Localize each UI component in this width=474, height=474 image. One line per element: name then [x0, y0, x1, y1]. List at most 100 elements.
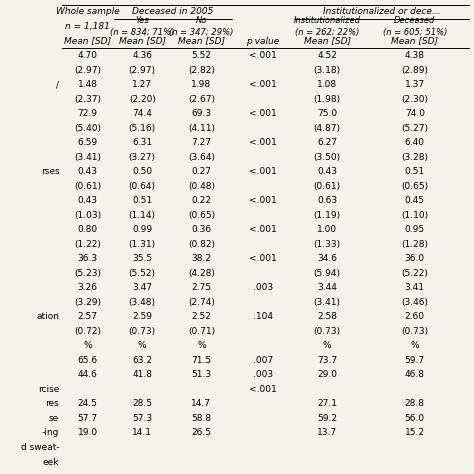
Text: 35.5: 35.5 [132, 254, 152, 263]
Text: 6.59: 6.59 [78, 138, 98, 147]
Text: (5.94): (5.94) [314, 269, 340, 278]
Text: <.001: <.001 [249, 138, 277, 147]
Text: (1.28): (1.28) [401, 240, 428, 249]
Text: 0.63: 0.63 [317, 196, 337, 205]
Text: (3.50): (3.50) [313, 153, 341, 162]
Text: (2.67): (2.67) [188, 95, 215, 104]
Text: <.001: <.001 [249, 385, 277, 394]
Text: (4.87): (4.87) [314, 124, 340, 133]
Text: 0.99: 0.99 [132, 225, 152, 234]
Text: 29.0: 29.0 [317, 370, 337, 379]
Text: res: res [46, 400, 59, 409]
Text: %: % [138, 341, 146, 350]
Text: 0.50: 0.50 [132, 167, 152, 176]
Text: (0.61): (0.61) [74, 182, 101, 191]
Text: (3.41): (3.41) [314, 298, 340, 307]
Text: 74.4: 74.4 [132, 109, 152, 118]
Text: 3.26: 3.26 [78, 283, 98, 292]
Text: (3.28): (3.28) [401, 153, 428, 162]
Text: .007: .007 [253, 356, 273, 365]
Text: 3.41: 3.41 [405, 283, 425, 292]
Text: 44.6: 44.6 [78, 370, 98, 379]
Text: (0.73): (0.73) [128, 327, 156, 336]
Text: (5.16): (5.16) [128, 124, 156, 133]
Text: (3.46): (3.46) [401, 298, 428, 307]
Text: 0.43: 0.43 [78, 167, 98, 176]
Text: 26.5: 26.5 [191, 428, 211, 438]
Text: 0.51: 0.51 [405, 167, 425, 176]
Text: (2.89): (2.89) [401, 65, 428, 74]
Text: n = 1,181: n = 1,181 [65, 22, 110, 31]
Text: Mean [SD]: Mean [SD] [178, 36, 225, 46]
Text: 28.8: 28.8 [405, 400, 425, 409]
Text: rses: rses [41, 167, 59, 176]
Text: 14.1: 14.1 [132, 428, 152, 438]
Text: <.001: <.001 [249, 167, 277, 176]
Text: (2.30): (2.30) [401, 95, 428, 104]
Text: Mean [SD]: Mean [SD] [303, 36, 351, 46]
Text: (1.33): (1.33) [313, 240, 341, 249]
Text: -ing: -ing [42, 428, 59, 438]
Text: 28.5: 28.5 [132, 400, 152, 409]
Text: (4.11): (4.11) [188, 124, 215, 133]
Text: 71.5: 71.5 [191, 356, 211, 365]
Text: (0.72): (0.72) [74, 327, 101, 336]
Text: (0.73): (0.73) [313, 327, 341, 336]
Text: 4.38: 4.38 [405, 51, 425, 60]
Text: 56.0: 56.0 [405, 414, 425, 423]
Text: 0.51: 0.51 [132, 196, 152, 205]
Text: (0.82): (0.82) [188, 240, 215, 249]
Text: (2.97): (2.97) [129, 65, 155, 74]
Text: d sweat-: d sweat- [21, 443, 59, 452]
Text: No
(n = 347; 29%): No (n = 347; 29%) [169, 17, 234, 36]
Text: eek: eek [43, 457, 59, 466]
Text: Mean [SD]: Mean [SD] [64, 36, 111, 46]
Text: 0.80: 0.80 [78, 225, 98, 234]
Text: 0.22: 0.22 [191, 196, 211, 205]
Text: 1.00: 1.00 [317, 225, 337, 234]
Text: 1.08: 1.08 [317, 80, 337, 89]
Text: (5.52): (5.52) [129, 269, 155, 278]
Text: (0.48): (0.48) [188, 182, 215, 191]
Text: (5.27): (5.27) [401, 124, 428, 133]
Text: (1.14): (1.14) [129, 211, 155, 220]
Text: 2.60: 2.60 [405, 312, 425, 321]
Text: 2.75: 2.75 [191, 283, 211, 292]
Text: (0.64): (0.64) [129, 182, 155, 191]
Text: <.001: <.001 [249, 196, 277, 205]
Text: (3.64): (3.64) [188, 153, 215, 162]
Text: (5.40): (5.40) [74, 124, 101, 133]
Text: (1.98): (1.98) [313, 95, 341, 104]
Text: 72.9: 72.9 [78, 109, 98, 118]
Text: (0.71): (0.71) [188, 327, 215, 336]
Text: 41.8: 41.8 [132, 370, 152, 379]
Text: Whole sample: Whole sample [56, 8, 119, 17]
Text: (2.82): (2.82) [188, 65, 215, 74]
Text: %: % [197, 341, 206, 350]
Text: (2.20): (2.20) [129, 95, 155, 104]
Text: 3.44: 3.44 [317, 283, 337, 292]
Text: 0.43: 0.43 [317, 167, 337, 176]
Text: 69.3: 69.3 [191, 109, 211, 118]
Text: <.001: <.001 [249, 80, 277, 89]
Text: 1.98: 1.98 [191, 80, 211, 89]
Text: 0.43: 0.43 [78, 196, 98, 205]
Text: Deceased in 2005: Deceased in 2005 [132, 8, 214, 17]
Text: 2.52: 2.52 [191, 312, 211, 321]
Text: %: % [323, 341, 331, 350]
Text: 38.2: 38.2 [191, 254, 211, 263]
Text: 0.95: 0.95 [405, 225, 425, 234]
Text: 6.27: 6.27 [317, 138, 337, 147]
Text: <.001: <.001 [249, 254, 277, 263]
Text: (2.97): (2.97) [74, 65, 101, 74]
Text: (1.10): (1.10) [401, 211, 428, 220]
Text: (1.03): (1.03) [74, 211, 101, 220]
Text: (2.37): (2.37) [74, 95, 101, 104]
Text: 0.45: 0.45 [405, 196, 425, 205]
Text: 1.48: 1.48 [78, 80, 98, 89]
Text: (3.29): (3.29) [74, 298, 101, 307]
Text: (3.41): (3.41) [74, 153, 101, 162]
Text: Mean [SD]: Mean [SD] [391, 36, 438, 46]
Text: 13.7: 13.7 [317, 428, 337, 438]
Text: (3.27): (3.27) [129, 153, 155, 162]
